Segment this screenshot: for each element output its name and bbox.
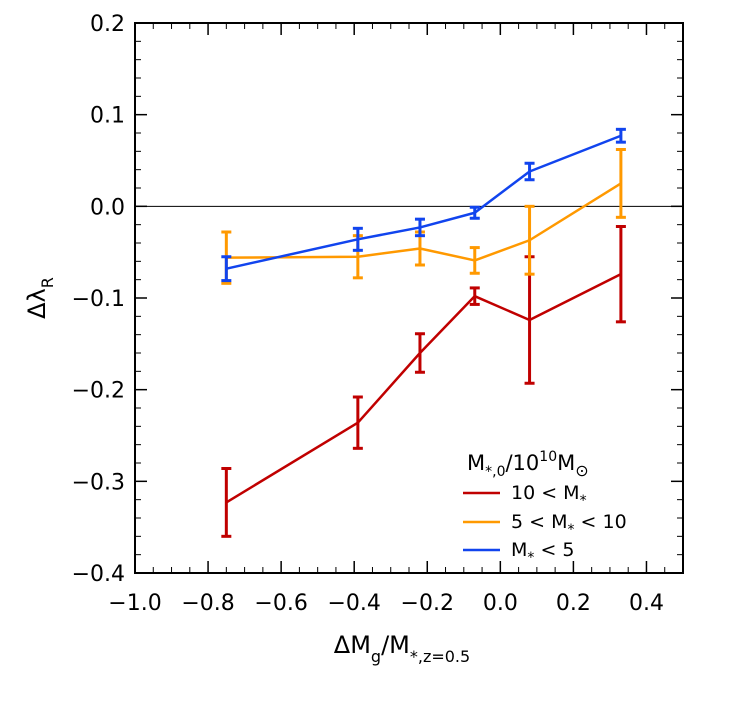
x-tick-label: 0.0	[483, 591, 518, 616]
legend-label-high-mass: 10 < M*	[511, 482, 587, 509]
x-axis-title-delta: ΔM	[334, 631, 371, 659]
legend-title: M*,0/1010M⊙	[467, 449, 589, 480]
series-mid-mass	[221, 148, 626, 285]
legend-label-mid-mass-sub: *	[567, 522, 574, 538]
legend-label-high-mass-sub: *	[580, 493, 587, 509]
legend-title-m2: M	[557, 451, 575, 475]
legend-title-mid: /10	[505, 451, 539, 475]
y-axis-title-main: Δλ	[23, 288, 51, 319]
x-tick-label: −1.0	[108, 591, 161, 616]
y-tick-label: 0.0	[90, 195, 125, 220]
y-tick-label: −0.1	[72, 287, 125, 312]
legend-label-low-mass-sub: *	[527, 550, 534, 566]
series-high-mass	[221, 225, 626, 538]
legend-label-low-mass-pre: M	[511, 539, 527, 561]
y-tick-label: 0.1	[90, 104, 125, 129]
y-tick-label: 0.2	[90, 12, 125, 37]
legend: M*,0/1010M⊙ 10 < M* 5 < M* < 10 M* < 5	[463, 449, 627, 566]
ticks-layer: −1.0 −0.8 −0.6 −0.4 −0.2 0.0 0.2 0.4 −0.4 −0.3 −0.…	[72, 12, 684, 616]
x-axis-title-sub: *,z=0.5	[410, 647, 470, 666]
x-axis-title: ΔMg/M*,z=0.5	[334, 631, 470, 666]
series-line	[226, 134, 622, 270]
series-layer	[221, 127, 626, 538]
x-tick-label: 0.2	[556, 591, 591, 616]
legend-title-sub: *,0	[485, 464, 505, 480]
legend-label-low-mass-post: < 5	[534, 539, 574, 561]
x-tick-label: −0.6	[254, 591, 307, 616]
legend-label-mid-mass-post: < 10	[574, 511, 626, 533]
x-tick-label: 0.4	[629, 591, 664, 616]
legend-label-mid-mass-pre: 5 < M	[511, 511, 567, 533]
series-low-mass	[221, 127, 626, 283]
y-axis-title-sub: R	[38, 277, 57, 288]
plot-frame	[134, 22, 684, 574]
legend-title-m: M	[467, 451, 485, 475]
x-tick-label: −0.2	[401, 591, 454, 616]
legend-title-exp: 10	[539, 449, 557, 465]
x-tick-label: −0.4	[327, 591, 380, 616]
legend-label-low-mass: M* < 5	[511, 539, 575, 566]
series-line	[225, 273, 622, 504]
y-tick-label: −0.2	[72, 379, 125, 404]
x-axis-title-slash: /M	[381, 631, 410, 659]
series-line	[226, 182, 622, 262]
y-tick-label: −0.3	[72, 470, 125, 495]
legend-label-high-mass-pre: 10 < M	[511, 482, 580, 504]
y-tick-label: −0.4	[72, 562, 125, 587]
x-tick-label: −0.8	[181, 591, 234, 616]
legend-title-sun: ⊙	[575, 461, 588, 480]
x-axis-title-sub-g: g	[371, 647, 381, 666]
y-axis-title: ΔλR	[23, 277, 57, 319]
legend-label-mid-mass: 5 < M* < 10	[511, 511, 627, 538]
